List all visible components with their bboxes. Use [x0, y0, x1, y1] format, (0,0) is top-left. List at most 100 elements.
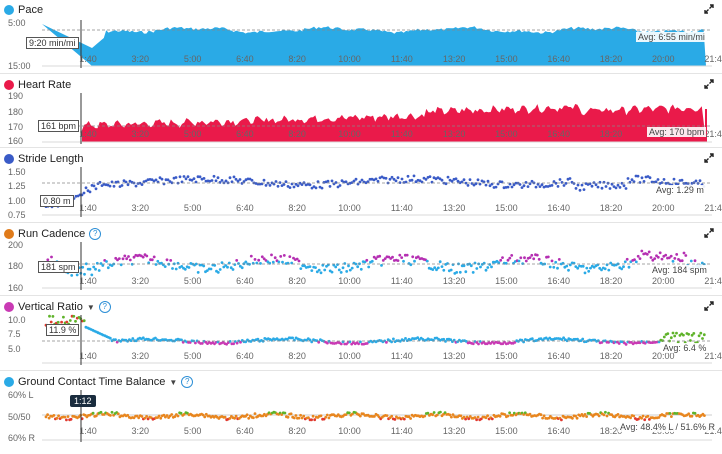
stride-point [336, 185, 340, 189]
expand-icon[interactable] [704, 4, 714, 14]
vratio-cursor-value: 11.9 % [46, 324, 80, 336]
expand-icon[interactable] [704, 153, 714, 163]
cadence-point [387, 255, 391, 259]
cadence-point [152, 255, 156, 259]
gct-point [498, 414, 502, 418]
help-icon[interactable]: ? [98, 301, 111, 313]
stride-point [276, 184, 280, 188]
cadence-point [50, 255, 53, 259]
expand-icon[interactable] [704, 228, 714, 238]
gct-point [307, 416, 310, 419]
cadence-cursor-value: 181 spm [38, 261, 79, 273]
vratio-color-icon [4, 302, 14, 312]
cadence-point [147, 261, 151, 265]
cadence-point [343, 262, 347, 265]
cadence-point [523, 256, 526, 260]
gct-point [159, 416, 163, 420]
hr-chart[interactable]: 1:40 3:20 5:00 6:40 8:20 10:00 11:40 13:20 15:00… [0, 75, 722, 148]
cadence-point [554, 260, 558, 264]
stride-point [522, 184, 526, 188]
x-tick-label: 10:00 [338, 129, 361, 139]
cadence-chart[interactable]: 1:40 3:20 5:00 6:40 8:20 10:00 11:40 13:20 15:00… [0, 224, 722, 296]
gct-point [407, 415, 411, 419]
cadence-point [413, 259, 416, 263]
gct-chart[interactable]: 1:40 3:20 5:00 6:40 8:20 10:00 11:40 13:20 15:00… [0, 372, 722, 454]
cadence-point [585, 266, 589, 270]
stride-point [144, 179, 148, 183]
cadence-point [510, 254, 514, 257]
stride-point [344, 180, 348, 184]
stride-point [540, 183, 544, 187]
vratio-point [141, 336, 145, 340]
vratio-chart[interactable]: 1:40 3:20 5:00 6:40 8:20 10:00 11:40 13:20 15:00… [0, 297, 722, 371]
cadence-point [315, 270, 319, 274]
cadence-point [171, 267, 174, 270]
expand-icon[interactable] [704, 301, 714, 311]
cadence-point [548, 265, 552, 269]
cadence-point [656, 255, 660, 259]
stride-point [384, 176, 388, 180]
stride-point [576, 183, 580, 187]
vratio-point [442, 337, 446, 341]
x-tick-label: 5:00 [184, 54, 202, 64]
stride-point [246, 177, 250, 181]
cadence-point [271, 260, 275, 264]
pace-chart[interactable]: 1:40 3:20 5:00 6:40 8:20 10:00 11:40 13:20 15:00… [0, 0, 722, 74]
gct-point [657, 416, 661, 419]
gct-point [300, 416, 304, 420]
cadence-point [75, 273, 79, 277]
x-tick-label: 18:20 [600, 351, 623, 361]
help-icon[interactable]: ? [89, 228, 102, 240]
cadence-point [121, 257, 125, 261]
stride-point [282, 183, 286, 186]
stride-point [274, 180, 278, 183]
stride-point [202, 177, 206, 180]
cadence-point [658, 251, 662, 255]
gct-point [467, 417, 471, 421]
vratio-point [188, 341, 192, 344]
gct-point [604, 410, 607, 414]
x-tick-label: 6:40 [236, 129, 254, 139]
cadence-point [469, 264, 473, 268]
cadence-point [506, 258, 510, 262]
gct-point [302, 414, 306, 418]
cadence-point [627, 265, 631, 269]
stride-point [334, 181, 338, 184]
vratio-point [339, 342, 343, 346]
cadence-point [92, 265, 96, 269]
stride-point [366, 180, 370, 183]
stride-point [166, 178, 170, 182]
stride-point [242, 180, 246, 183]
gct-point [297, 416, 301, 420]
cadence-point [235, 259, 239, 262]
gct-point [542, 414, 546, 418]
x-tick-label: 13:20 [443, 426, 466, 436]
stride-point [622, 184, 626, 188]
dropdown-caret-icon[interactable]: ▼ [169, 377, 178, 387]
cadence-point [350, 266, 354, 270]
gct-point [91, 411, 95, 415]
expand-icon[interactable] [704, 79, 714, 89]
x-tick-label: 18:20 [600, 129, 623, 139]
stride-point [300, 183, 304, 186]
gct-point [443, 411, 447, 414]
stride-chart[interactable]: 1:40 3:20 5:00 6:40 8:20 10:00 11:40 13:20 15:00… [0, 149, 722, 223]
gct-point [228, 417, 232, 420]
dropdown-caret-icon[interactable]: ▼ [86, 302, 95, 312]
cadence-point [119, 263, 123, 267]
gct-y-label-right: 60% R [8, 433, 36, 443]
help-icon[interactable]: ? [181, 376, 194, 388]
stride-point [124, 180, 128, 184]
pace-panel: Pace 5:00 15:00 1:40 3:20 5:00 6:40 8:20 10:0… [0, 0, 722, 74]
cadence-point [409, 263, 413, 267]
cadence-point [565, 264, 569, 268]
stride-point [284, 180, 288, 183]
vratio-point [357, 342, 360, 346]
stride-point [526, 185, 530, 188]
vratio-point [129, 339, 133, 342]
stride-point [264, 184, 268, 187]
cadence-point [535, 253, 539, 257]
cadence-point [224, 264, 228, 267]
stride-point [568, 177, 572, 180]
stride-point [192, 177, 196, 180]
